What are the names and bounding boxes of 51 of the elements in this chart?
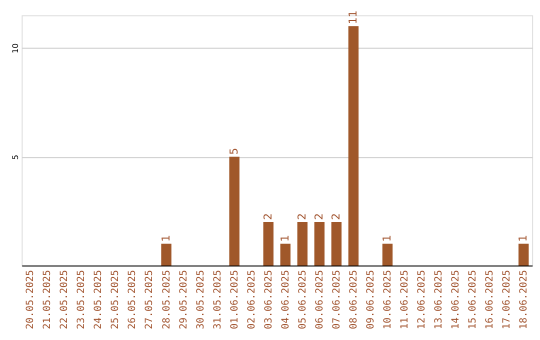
x-tick-label: 06.06.2025: [314, 270, 326, 330]
bar: [229, 156, 240, 266]
x-tick-label: 03.06.2025: [263, 270, 274, 330]
bar: [518, 244, 529, 266]
x-tick-label: 15.06.2025: [468, 270, 479, 330]
data-label: 1: [278, 234, 292, 242]
x-tick-label: 09.06.2025: [365, 270, 376, 330]
y-tick-label: 10: [11, 43, 20, 54]
data-label: 2: [329, 213, 342, 220]
bar: [161, 244, 172, 266]
x-tick-label: 14.06.2025: [450, 270, 462, 330]
data-label: 2: [261, 213, 274, 220]
data-label: 1: [380, 234, 394, 242]
data-label: 5: [227, 148, 240, 155]
x-tick-label: 16.06.2025: [484, 270, 496, 330]
x-tick-label: 25.05.2025: [110, 270, 122, 330]
data-label: 1: [516, 234, 530, 242]
x-tick-label: 07.06.2025: [331, 270, 342, 330]
x-tick-label: 29.05.2025: [178, 270, 190, 330]
x-tick-label: 02.06.2025: [246, 270, 258, 330]
x-tick-label: 12.06.2025: [416, 270, 428, 330]
bar: [297, 222, 308, 266]
x-tick-label: 05.06.2025: [297, 270, 308, 330]
x-tick-label: 11.06.2025: [399, 270, 410, 330]
x-tick-label: 22.05.2025: [59, 270, 70, 330]
x-tick-label: 23.05.2025: [76, 270, 88, 330]
bar: [263, 222, 274, 266]
bar: [280, 244, 291, 266]
x-tick-label: 30.05.2025: [195, 270, 206, 330]
data-label: 1: [159, 234, 172, 242]
x-tick-label: 24.05.2025: [93, 270, 104, 330]
data-label: 2: [312, 213, 326, 220]
x-tick-label: 26.05.2025: [127, 270, 138, 330]
x-tick-label: 27.05.2025: [144, 270, 156, 330]
bar: [382, 244, 393, 266]
bar: [331, 222, 342, 266]
bar: [314, 222, 325, 266]
x-tick-label: 01.06.2025: [229, 270, 240, 330]
x-tick-label: 20.05.2025: [25, 270, 36, 330]
x-tick-label: 08.06.2025: [348, 270, 360, 330]
bar: [348, 26, 359, 266]
x-tick-label: 17.06.2025: [502, 270, 513, 330]
x-tick-label: 28.05.2025: [161, 270, 172, 330]
x-tick-label: 10.06.2025: [382, 270, 394, 330]
data-label: 11: [346, 10, 360, 24]
x-tick-label: 31.05.2025: [212, 270, 224, 330]
data-label: 2: [295, 213, 308, 220]
x-tick-label: 18.06.2025: [518, 270, 530, 330]
x-tick-label: 13.06.2025: [433, 270, 444, 330]
x-tick-label: 21.05.2025: [42, 270, 54, 330]
x-tick-label: 04.06.2025: [280, 270, 292, 330]
